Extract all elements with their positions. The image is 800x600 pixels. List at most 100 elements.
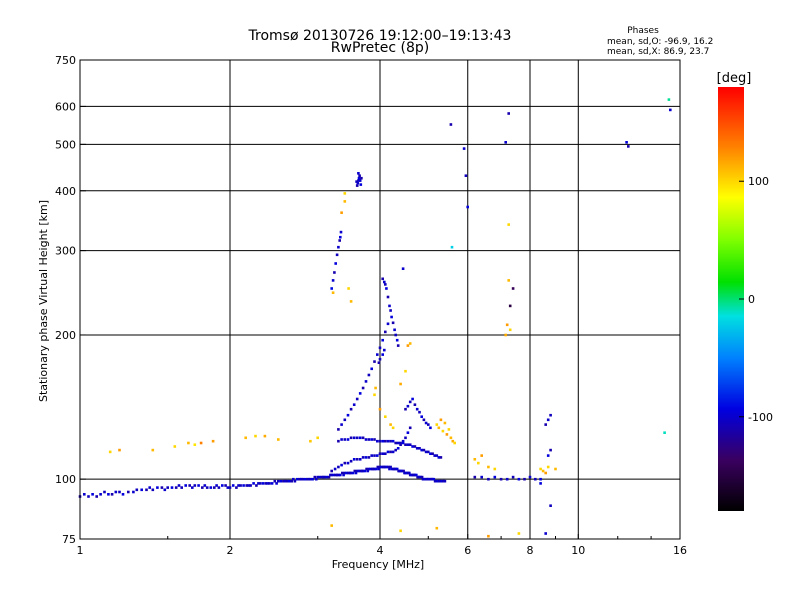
echo-point: [337, 439, 340, 443]
echo-point: [211, 439, 215, 443]
echo-point: [437, 426, 441, 430]
colorbar-tick-label: -100: [748, 411, 773, 424]
echo-point: [404, 407, 407, 411]
echo-point: [422, 448, 426, 452]
echo-point: [135, 488, 139, 492]
echo-point: [330, 473, 333, 477]
echo-point: [462, 147, 466, 150]
echo-point: [187, 441, 190, 445]
echo-point: [343, 461, 347, 465]
echo-point: [228, 486, 232, 489]
echo-point: [378, 346, 382, 350]
echo-point: [349, 407, 353, 411]
echo-point: [340, 463, 343, 467]
echo-point: [447, 428, 451, 431]
echo-point: [364, 456, 368, 459]
stats-heading: Phases: [627, 26, 659, 36]
chart-subtitle: RwPretec (8p): [331, 40, 429, 56]
echo-point: [477, 461, 480, 465]
echo-point: [386, 322, 390, 326]
echo-point: [420, 415, 423, 418]
echo-point: [405, 471, 409, 475]
echo-point: [320, 475, 324, 479]
echo-point: [408, 443, 412, 446]
echo-point: [301, 477, 305, 481]
echo-point: [315, 477, 318, 481]
echo-point: [292, 477, 295, 481]
echo-point: [443, 421, 447, 425]
echo-point: [156, 486, 159, 489]
echo-point: [391, 450, 395, 454]
x-tick-label: 4: [377, 544, 384, 557]
echo-point: [361, 456, 365, 459]
echo-point: [408, 473, 412, 477]
echo-point: [367, 438, 371, 441]
echo-point: [357, 469, 361, 473]
echo-point: [107, 493, 110, 496]
echo-point: [544, 423, 547, 426]
echo-point: [539, 467, 542, 471]
echo-point: [270, 482, 274, 485]
echo-point: [415, 407, 419, 411]
y-tick-label: 100: [55, 473, 76, 486]
echo-point: [390, 467, 394, 471]
echo-point: [420, 448, 423, 452]
echo-point: [333, 467, 337, 471]
echo-points: [78, 98, 672, 538]
echo-point: [288, 479, 291, 483]
echo-point: [160, 486, 164, 489]
echo-point: [318, 475, 322, 479]
echo-point: [114, 490, 118, 494]
echo-point: [296, 477, 299, 481]
echo-point: [357, 176, 361, 180]
echo-point: [413, 445, 417, 448]
echo-point: [376, 353, 379, 356]
echo-point: [203, 484, 207, 487]
x-tick-label: 6: [464, 544, 471, 557]
echo-point: [508, 304, 512, 308]
echo-point: [415, 473, 418, 477]
echo-point: [487, 477, 490, 481]
stats-o-mode: mean, sd,O: -96.9, 16.2: [607, 37, 713, 47]
echo-point: [127, 490, 130, 494]
echo-point: [386, 295, 390, 299]
echo-point: [428, 477, 431, 481]
echo-point: [361, 386, 365, 390]
echo-point: [282, 479, 285, 483]
echo-point: [420, 475, 424, 479]
echo-point: [384, 465, 387, 469]
echo-point: [340, 438, 343, 441]
echo-point: [399, 441, 402, 445]
echo-point: [369, 467, 372, 471]
echo-point: [400, 469, 404, 473]
echo-point: [215, 484, 218, 487]
echo-point: [386, 439, 390, 443]
echo-point: [303, 477, 307, 481]
echo-point: [549, 413, 552, 417]
echo-point: [411, 397, 414, 401]
echo-point: [309, 439, 312, 443]
echo-point: [354, 471, 358, 475]
echo-point: [330, 287, 333, 290]
echo-point: [351, 471, 355, 475]
echo-point: [396, 344, 400, 347]
echo-point: [166, 486, 169, 489]
echo-point: [373, 360, 376, 363]
echo-point: [352, 403, 356, 406]
echo-point: [245, 484, 248, 487]
echo-point: [415, 447, 419, 450]
echo-point: [95, 495, 98, 498]
echo-point: [249, 484, 252, 487]
echo-point: [388, 304, 391, 308]
echo-point: [487, 534, 490, 538]
x-tick-label: 1: [77, 544, 84, 557]
echo-point: [335, 253, 339, 257]
echo-point: [370, 367, 373, 371]
echo-point: [201, 486, 204, 489]
echo-point: [279, 479, 283, 483]
echo-point: [549, 448, 552, 452]
echo-point: [439, 418, 443, 422]
echo-point: [389, 423, 392, 426]
echo-point: [235, 486, 238, 489]
echo-point: [404, 369, 407, 373]
